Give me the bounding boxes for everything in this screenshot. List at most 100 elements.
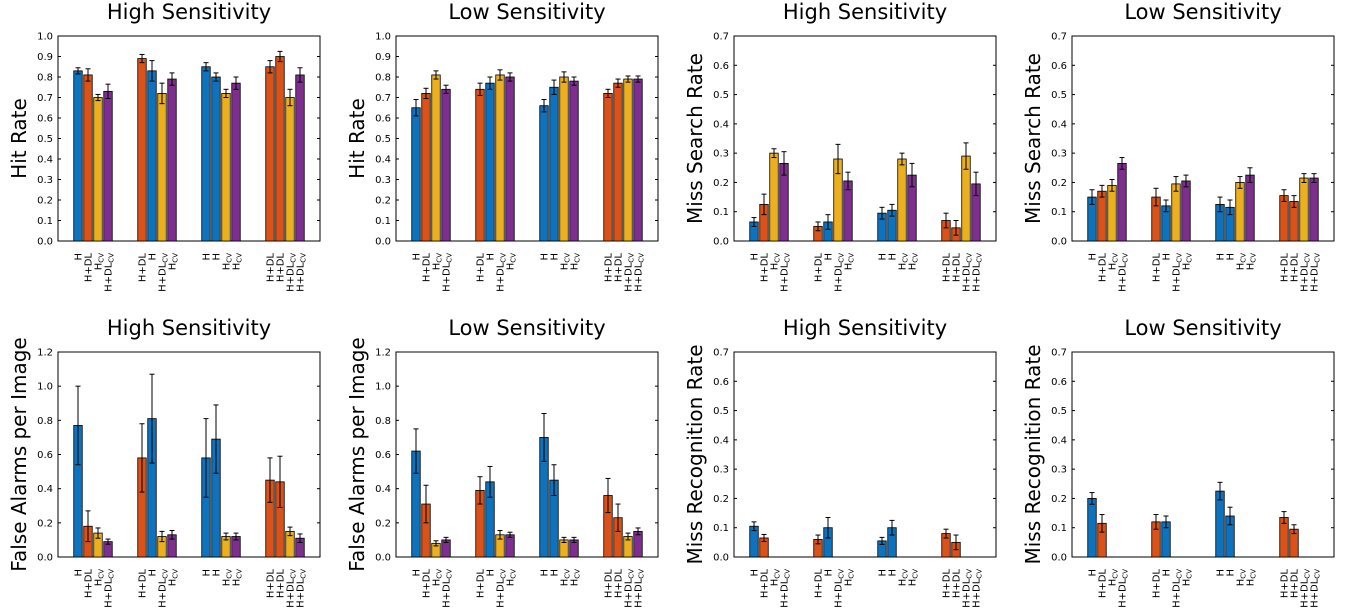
x-tick-label: H	[1162, 253, 1173, 261]
y-axis-label: Miss Search Rate	[1021, 53, 1045, 224]
x-tick-label: H+DLCV	[634, 253, 646, 292]
chart-panel-6: Low Sensitivity False Alarms per Image 0.0…	[345, 316, 659, 608]
x-tick-label: H	[550, 569, 561, 577]
x-tick-label: H+DLCV	[286, 569, 298, 608]
y-tick-label: 0.7	[37, 93, 53, 104]
x-tick-label: H+DL	[814, 253, 825, 283]
y-tick-label: 0.0	[713, 553, 729, 564]
y-tick-label: 0.4	[1051, 119, 1067, 130]
y-tick-label: 0.4	[375, 484, 391, 495]
x-tick-label: H+DL	[276, 253, 287, 283]
x-tick-label: H+DL	[942, 253, 953, 283]
y-tick-label: 0.8	[375, 416, 391, 427]
chart-panel-5: High Sensitivity False Alarms per Image 0.…	[7, 316, 321, 608]
y-tick-label: 0.7	[1051, 348, 1067, 359]
x-tick-label: H+DL	[1152, 253, 1163, 283]
y-axis-label: Miss Recognition Rate	[1021, 345, 1045, 565]
chart-panel-2: Low Sensitivity Hit Rate 0.0 0.1 0.2 0.3 0.4 0.…	[345, 0, 659, 292]
bar	[769, 152, 779, 242]
bar	[633, 78, 643, 242]
plot-frame	[733, 35, 997, 242]
x-tick-label: H+DLCV	[1310, 569, 1322, 608]
x-tick-label: H	[1216, 253, 1227, 261]
y-axis-label: Hit Rate	[345, 98, 369, 179]
x-tick-label: H+DLCV	[780, 253, 792, 292]
bar	[147, 70, 157, 242]
y-tick-label: 0.6	[375, 450, 391, 461]
bar	[1107, 184, 1117, 242]
x-tick-label: H+DLCV	[296, 569, 308, 608]
x-tick-label: H+DL	[1152, 569, 1163, 599]
x-tick-label: H+DLCV	[624, 253, 636, 292]
chart-title: High Sensitivity	[107, 0, 271, 24]
x-tick-label: H+DL	[604, 569, 615, 599]
x-tick-label: H	[1216, 569, 1227, 577]
x-tick-label: HCV	[94, 253, 106, 270]
x-tick-label: H+DLCV	[962, 569, 974, 608]
y-tick-label: 0.0	[37, 237, 53, 248]
x-tick-label: H	[202, 569, 213, 577]
y-tick-label: 0.3	[1051, 149, 1067, 160]
x-tick-label: HCV	[1236, 569, 1248, 586]
bar	[897, 158, 907, 242]
y-tick-label: 0.2	[37, 518, 53, 529]
y-tick-label: 0.6	[37, 450, 53, 461]
x-tick-label: H	[824, 253, 835, 261]
x-tick-label: H+DLCV	[158, 253, 170, 292]
x-tick-label: H+DLCV	[1172, 253, 1184, 292]
chart-title: Low Sensitivity	[448, 0, 605, 24]
bar	[285, 97, 295, 242]
chart-title: Low Sensitivity	[1124, 316, 1281, 340]
x-tick-label: H+DL	[1098, 569, 1109, 599]
x-tick-label: H+DL	[952, 569, 963, 599]
y-tick-label: 0.4	[1051, 435, 1067, 446]
y-tick-label: 0.6	[1051, 61, 1067, 72]
chart-title: Low Sensitivity	[1124, 0, 1281, 24]
bar	[295, 74, 305, 242]
x-tick-label: HCV	[1236, 253, 1248, 270]
x-tick-label: H	[212, 569, 223, 577]
chart-panel-1: High Sensitivity Hit Rate 0.0 0.1 0.2 0.3 0.4 0…	[7, 0, 321, 292]
x-tick-label: H+DLCV	[962, 253, 974, 292]
x-tick-label: H+DL	[952, 253, 963, 283]
x-tick-label: H+DLCV	[1300, 569, 1312, 608]
bar	[93, 97, 103, 242]
y-tick-label: 0.3	[375, 175, 391, 186]
bar	[1299, 177, 1309, 242]
y-tick-label: 0.0	[1051, 237, 1067, 248]
bar	[475, 88, 485, 242]
y-tick-label: 0.4	[37, 484, 53, 495]
x-tick-label: HCV	[432, 569, 444, 586]
bar	[441, 88, 451, 242]
y-tick-label: 0.4	[37, 155, 53, 166]
x-tick-label: H+DL	[760, 253, 771, 283]
y-tick-label: 0.8	[37, 416, 53, 427]
x-tick-label: H	[540, 253, 551, 261]
bar	[1235, 182, 1245, 242]
y-axis-label: Miss Recognition Rate	[683, 345, 707, 565]
x-tick-label: H	[412, 569, 423, 577]
x-tick-label: H	[888, 253, 899, 261]
bar	[549, 86, 559, 242]
bar	[623, 78, 633, 242]
y-tick-label: 0.4	[713, 119, 729, 130]
x-tick-label: H+DL	[84, 253, 95, 283]
x-tick-label: H+DLCV	[972, 569, 984, 608]
chart-panel-3: High Sensitivity Miss Search Rate 0.0 0.1 0.…	[683, 0, 997, 292]
y-tick-label: 0.5	[713, 406, 729, 417]
x-tick-label: HCV	[1108, 253, 1120, 270]
y-tick-label: 0.5	[713, 90, 729, 101]
x-tick-label: H	[888, 569, 899, 577]
y-tick-label: 0.9	[37, 52, 53, 63]
x-tick-label: HCV	[770, 569, 782, 586]
y-tick-label: 1.0	[375, 382, 391, 393]
bar	[1245, 174, 1255, 242]
x-tick-label: H+DL	[476, 253, 487, 283]
x-tick-label: H+DL	[138, 253, 149, 283]
x-tick-label: H+DL	[266, 569, 277, 599]
x-tick-label: HCV	[1246, 569, 1258, 586]
bar	[83, 74, 93, 242]
bar	[1181, 180, 1191, 242]
x-tick-label: H+DLCV	[1118, 569, 1130, 608]
